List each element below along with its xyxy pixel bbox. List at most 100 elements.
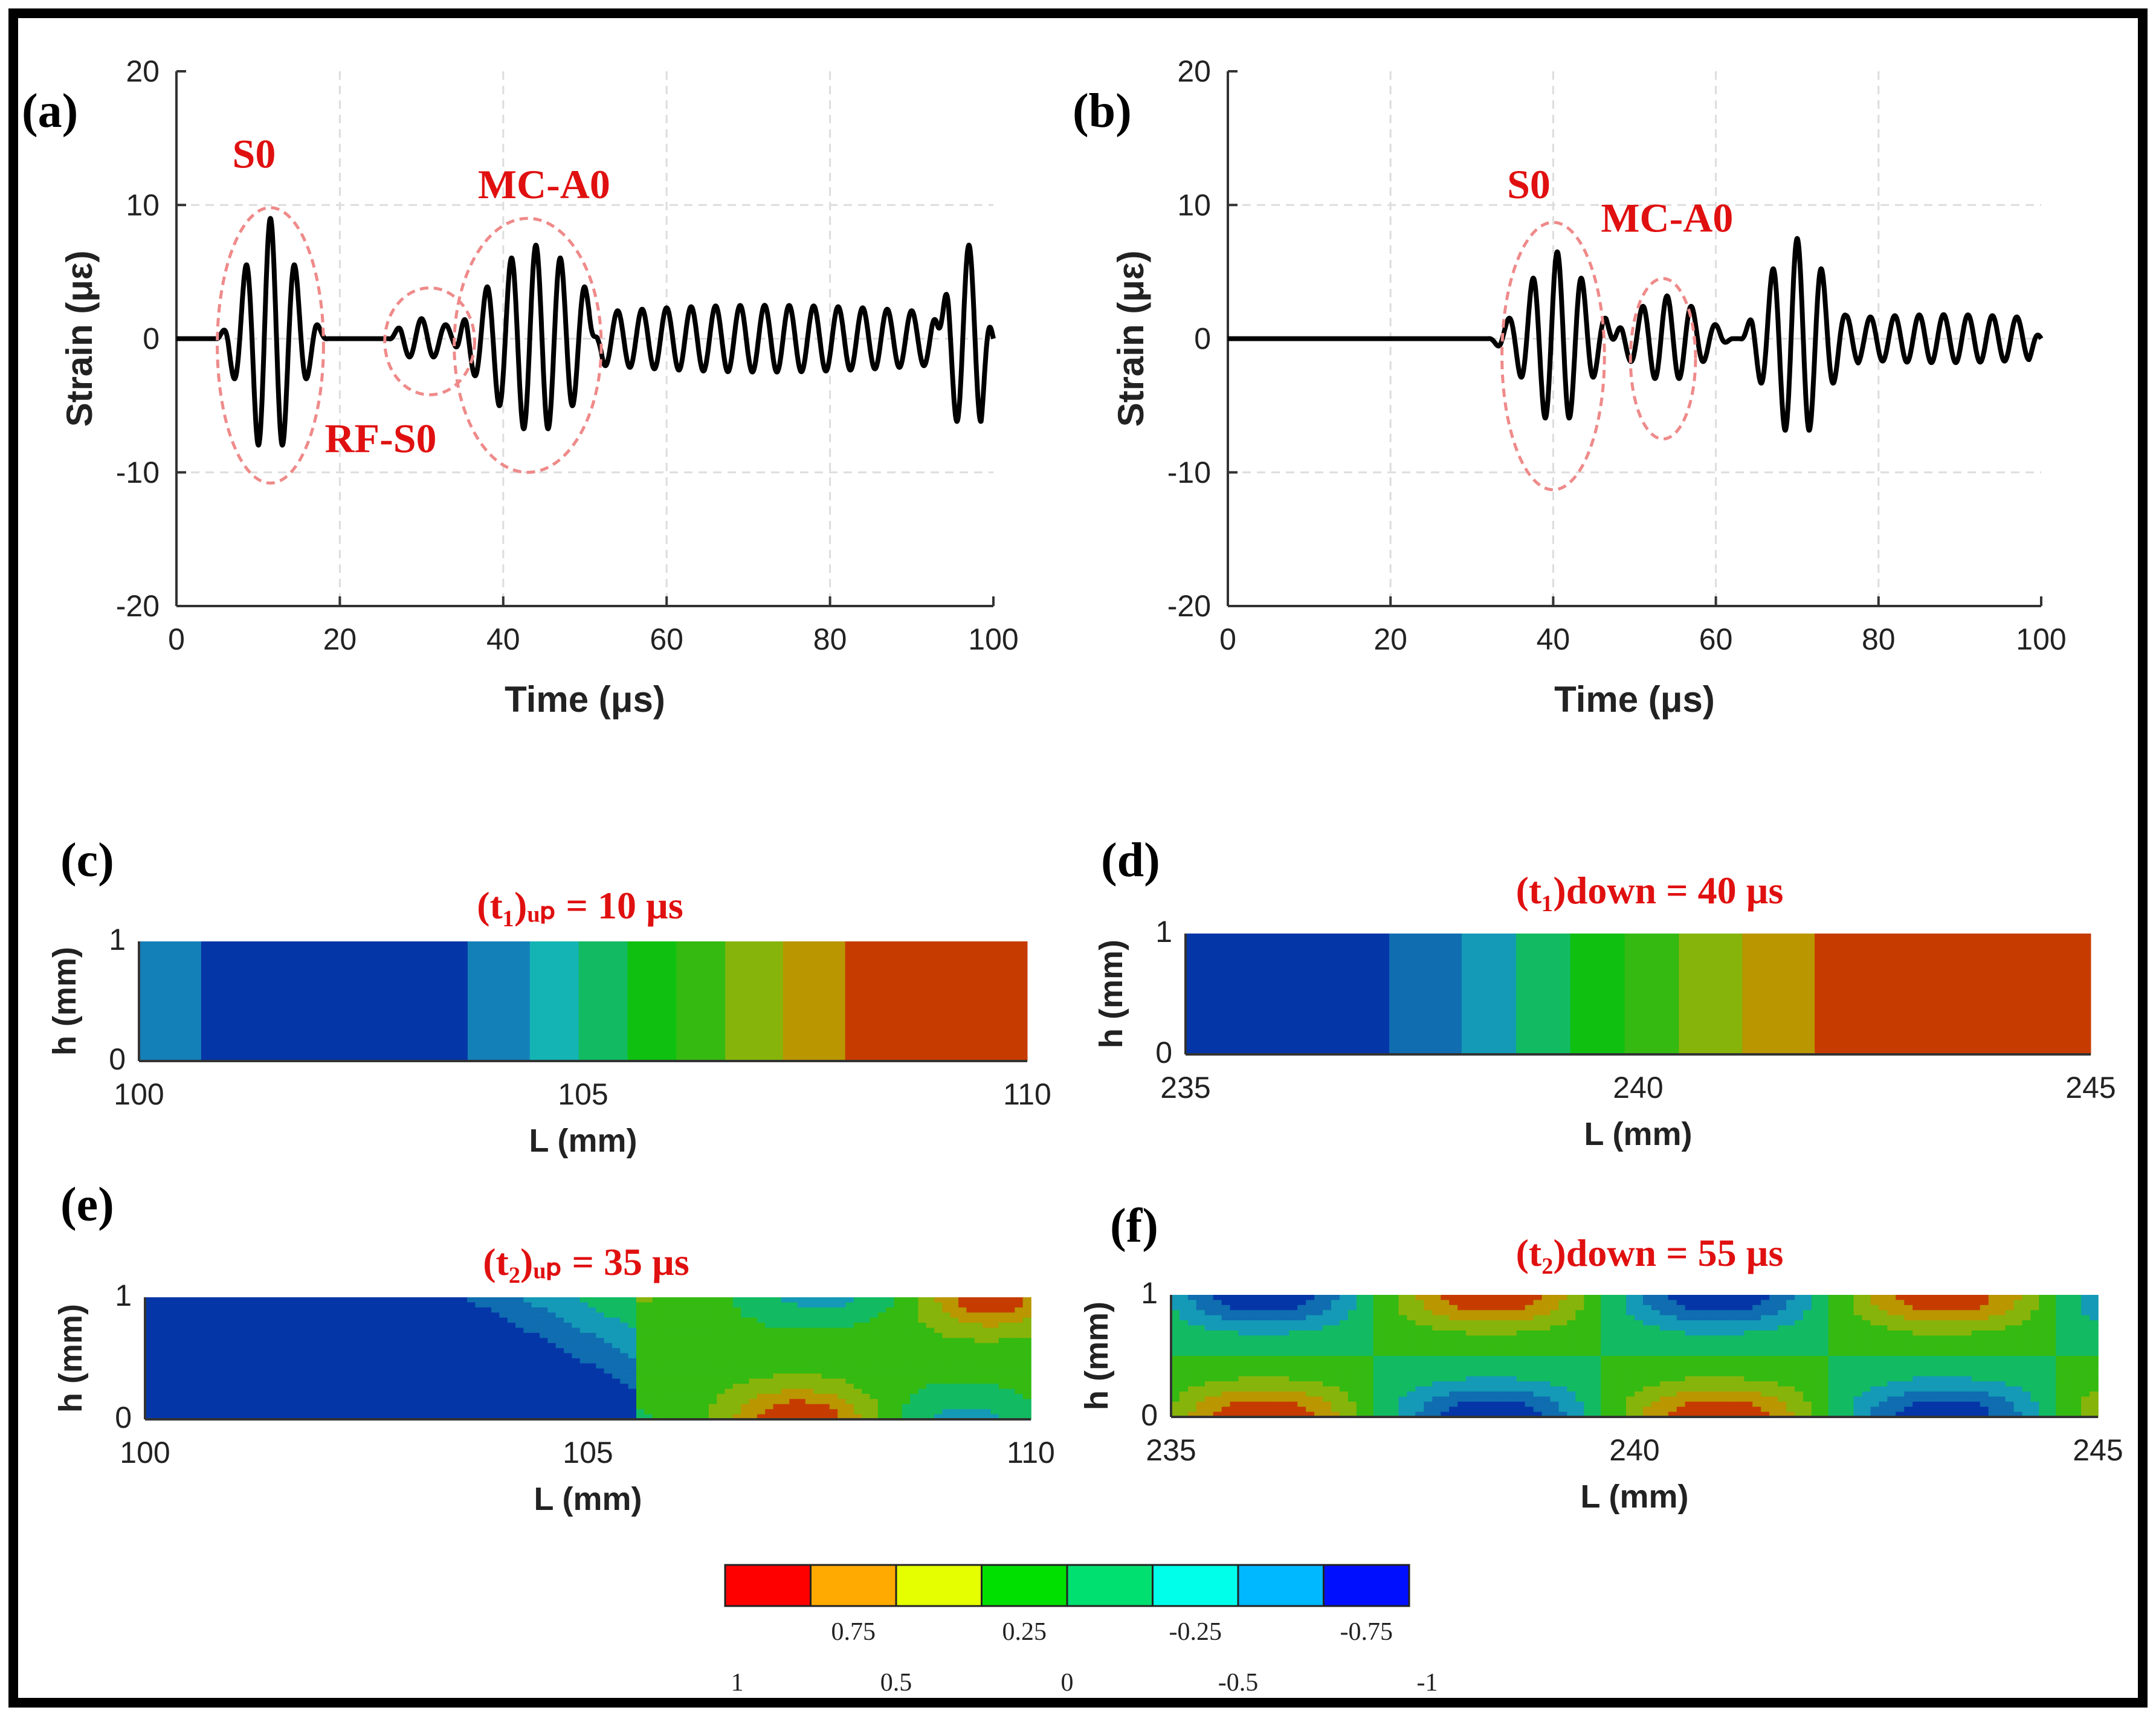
contour-cell (829, 1358, 838, 1364)
contour-cell (1567, 1401, 1577, 1407)
contour-cell (1255, 1381, 1265, 1387)
contour-cell (483, 1317, 492, 1323)
contour-cell (1693, 1310, 1703, 1316)
contour-cell (572, 1302, 581, 1308)
contour-cell (1441, 1391, 1450, 1398)
contour-cell (894, 1323, 903, 1329)
contour-cell (1744, 1315, 1754, 1321)
contour-cell (1929, 1396, 1938, 1402)
contour-cell (950, 1399, 959, 1405)
contour-cell (1659, 1366, 1669, 1372)
contour-cell (483, 1373, 492, 1379)
contour-cell (1912, 1295, 1922, 1301)
contour-cell (250, 1414, 259, 1420)
contour-cell (934, 1378, 943, 1384)
contour-cell (1685, 1411, 1694, 1418)
contour-cell (1618, 1376, 1627, 1382)
contour-cell (1946, 1335, 1955, 1341)
contour-cell (620, 1384, 629, 1390)
contour-cell (805, 1338, 814, 1344)
contour-cell (346, 1317, 355, 1323)
contour-cell (1015, 1358, 1024, 1364)
contour-cell (990, 1373, 999, 1379)
contour-cell (515, 1384, 524, 1390)
contour-cell (1196, 1335, 1205, 1341)
contour-cell (201, 1414, 210, 1420)
contour-cell (1626, 1381, 1635, 1387)
contour-cell (572, 1399, 581, 1405)
contour-cell (1659, 1361, 1669, 1367)
contour-cell (225, 1363, 234, 1369)
contour-cell (1280, 1386, 1290, 1392)
contour-cell (588, 1332, 597, 1339)
contour-cell (894, 1348, 903, 1354)
contour-cell (1364, 1356, 1374, 1362)
contour-cell (1735, 1376, 1745, 1382)
contour-cell (813, 1393, 822, 1400)
contour-cell (1196, 1315, 1205, 1321)
contour-cell (419, 1353, 428, 1359)
contour-cell (845, 1312, 854, 1318)
contour-cell (604, 1358, 613, 1364)
contour-cell (386, 1409, 395, 1415)
contour-cell (644, 1389, 653, 1395)
contour-cell (1853, 1401, 1863, 1407)
contour-cell (1584, 1371, 1593, 1377)
contour-cell (1626, 1315, 1635, 1321)
contour-cell (427, 1297, 436, 1303)
contour-cell (1693, 1320, 1703, 1326)
contour-cell (1323, 1295, 1332, 1301)
contour-cell (540, 1343, 549, 1349)
contour-cell (870, 1323, 879, 1329)
contour-cell (660, 1348, 670, 1354)
contour-cell (1491, 1407, 1500, 1413)
contour-cell (1811, 1295, 1821, 1301)
contour-cell (1238, 1411, 1248, 1418)
contour-cell (209, 1348, 218, 1354)
contour-cell (1567, 1310, 1577, 1316)
contour-cell (1567, 1411, 1577, 1418)
contour-cell (1533, 1320, 1543, 1326)
contour-cell (708, 1414, 718, 1420)
contour-cell (983, 1399, 992, 1405)
contour-cell (579, 1389, 589, 1395)
contour-cell (612, 1307, 621, 1314)
contour-cell (1642, 1396, 1652, 1402)
contour-cell (338, 1363, 347, 1369)
contour-cell (1415, 1300, 1425, 1306)
contour-cell (588, 1348, 597, 1354)
contour-cell (1845, 1320, 1854, 1326)
contour-cell (257, 1358, 266, 1364)
contour-cell (676, 1307, 685, 1314)
contour-cell (1364, 1340, 1374, 1346)
contour-cell (838, 1384, 847, 1390)
contour-cell (209, 1368, 218, 1375)
contour-cell (1828, 1295, 1838, 1301)
contour-cell (1491, 1346, 1500, 1352)
contour-cell (1794, 1300, 1804, 1306)
contour-cell (161, 1404, 170, 1410)
contour-cell (870, 1404, 879, 1410)
contour-cell (1659, 1401, 1669, 1407)
contour-cell (145, 1302, 154, 1308)
contour-cell (274, 1323, 283, 1329)
contour-cell (612, 1404, 621, 1410)
contour-cell (853, 1338, 862, 1344)
contour-cell (692, 1414, 702, 1420)
contour-cell (853, 1393, 862, 1400)
contour-cell (1786, 1315, 1795, 1321)
contour-cell (153, 1348, 162, 1354)
contour-cell (1339, 1391, 1349, 1398)
contour-cell (1364, 1371, 1374, 1377)
contour-cell (1836, 1305, 1846, 1311)
contour-cell (1516, 1315, 1526, 1321)
contour-cell (652, 1409, 661, 1415)
contour-cell (1938, 1411, 1947, 1418)
contour-cell (1904, 1335, 1913, 1341)
contour-cell (894, 1358, 903, 1364)
contour-cell (1921, 1310, 1930, 1316)
contour-cell (1306, 1340, 1315, 1346)
contour-cell (531, 1312, 540, 1318)
contour-cell (515, 1343, 524, 1349)
contour-cell (620, 1323, 629, 1329)
